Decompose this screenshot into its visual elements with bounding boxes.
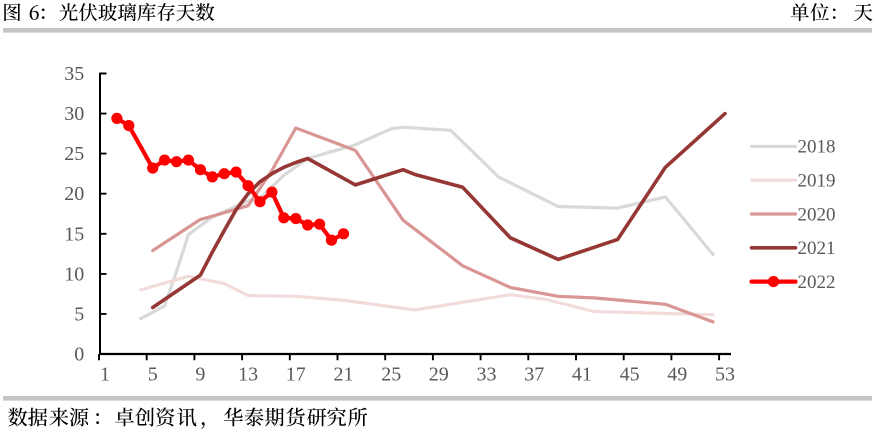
svg-text:21: 21 — [334, 364, 354, 386]
svg-text:33: 33 — [477, 364, 497, 386]
svg-text:20: 20 — [64, 183, 84, 205]
svg-text:49: 49 — [667, 364, 687, 386]
svg-text:2020: 2020 — [798, 204, 836, 225]
svg-text:15: 15 — [64, 223, 84, 245]
svg-text:35: 35 — [64, 63, 84, 85]
svg-text:41: 41 — [572, 364, 592, 386]
svg-text:13: 13 — [238, 364, 258, 386]
svg-text:2021: 2021 — [798, 238, 836, 259]
svg-text:2019: 2019 — [798, 171, 836, 192]
svg-text:2022: 2022 — [798, 272, 836, 293]
svg-text:5: 5 — [148, 364, 158, 386]
svg-text:45: 45 — [620, 364, 640, 386]
svg-text:9: 9 — [195, 364, 205, 386]
svg-text:30: 30 — [64, 103, 84, 125]
svg-text:2018: 2018 — [798, 137, 836, 158]
svg-text:37: 37 — [524, 364, 544, 386]
svg-text:0: 0 — [74, 344, 84, 366]
svg-text:25: 25 — [381, 364, 401, 386]
svg-text:25: 25 — [64, 143, 84, 165]
svg-text:29: 29 — [429, 364, 449, 386]
svg-text:1: 1 — [100, 364, 110, 386]
svg-text:53: 53 — [715, 364, 735, 386]
svg-text:5: 5 — [74, 303, 84, 325]
svg-text:10: 10 — [64, 263, 84, 285]
svg-text:17: 17 — [286, 364, 306, 386]
